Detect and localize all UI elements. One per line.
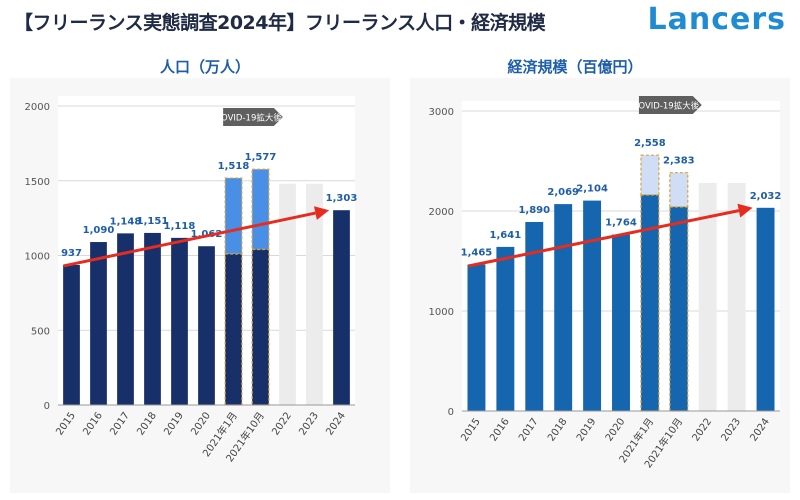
economic-ghost-bar [698, 183, 717, 411]
economic-bar-increment [669, 172, 689, 208]
economic-covid-tag [638, 96, 702, 114]
population-ytick-label: 1000 [25, 252, 50, 263]
population-bar [224, 253, 243, 406]
economic-ytick-label: 1000 [429, 307, 454, 318]
population-value-label: 1,303 [326, 193, 358, 204]
economic-bar [612, 234, 630, 411]
population-ghost-bar [306, 183, 323, 405]
population-value-label: 1,148 [110, 216, 142, 227]
population-bar [63, 264, 80, 405]
economic-value-label: 1,764 [605, 218, 637, 229]
economic-bar [583, 200, 602, 411]
economic-value-label: 2,069 [547, 187, 579, 198]
economic-ytick-label: 2000 [429, 207, 454, 218]
economic-value-label: 2,383 [663, 156, 695, 167]
population-value-label: 1,151 [137, 216, 169, 227]
population-value-label: 1,577 [245, 152, 277, 163]
population-covid-tag-label: COVID-19拡大後 [215, 113, 282, 124]
population-ytick-label: 500 [31, 326, 50, 337]
economic-ytick-label: 0 [448, 407, 454, 418]
economic-value-label: 2,558 [634, 138, 666, 149]
population-bar [198, 246, 215, 405]
population-trend-arrow [63, 211, 316, 268]
economic-ghost-bar [727, 183, 746, 411]
population-bar [117, 233, 134, 405]
population-bar-increment [224, 177, 243, 255]
population-value-label: 1,118 [164, 221, 196, 232]
economic-bar [756, 207, 775, 411]
population-value-label: 937 [61, 248, 82, 259]
economic-bar [496, 246, 515, 411]
economic-bar [467, 264, 486, 411]
economic-bar [669, 206, 689, 412]
economic-bar [554, 204, 573, 411]
population-chart-title: 人口（万人） [159, 58, 250, 76]
economic-ytick-label: 3000 [429, 107, 454, 118]
population-covid-tag [223, 108, 283, 126]
economic-covid-tag-label: COVID-19拡大後 [632, 101, 699, 112]
population-bar [144, 232, 161, 405]
population-bar [171, 237, 188, 405]
economic-value-label: 2,104 [576, 184, 608, 195]
population-bar [333, 210, 350, 405]
brand-logo: Lancers [647, 2, 786, 37]
economic-value-label: 1,890 [518, 205, 550, 216]
economic-scale-chart-title: 経済規模（百億円） [507, 58, 643, 76]
population-value-label: 1,518 [218, 161, 250, 172]
economic-value-label: 2,032 [750, 191, 782, 202]
page-title: 【フリーランス実態調査2024年】フリーランス人口・経済規模 [14, 12, 546, 34]
economic-trend-arrow-head [737, 203, 753, 218]
population-bar [90, 242, 107, 405]
population-ytick-label: 2000 [25, 102, 50, 113]
economic-trend-arrow [468, 209, 740, 268]
population-trend-arrow-head [313, 206, 330, 220]
population-bar [251, 248, 270, 406]
population-bar-increment [251, 168, 270, 251]
population-value-label: 1,090 [83, 225, 115, 236]
economic-bar-increment [640, 154, 660, 196]
economic-value-label: 1,465 [461, 248, 493, 259]
economic-bar [525, 222, 544, 411]
economic-value-label: 1,641 [490, 230, 522, 241]
population-ytick-label: 1500 [25, 177, 50, 188]
population-ytick-label: 0 [44, 401, 50, 412]
population-ghost-bar [279, 183, 296, 405]
